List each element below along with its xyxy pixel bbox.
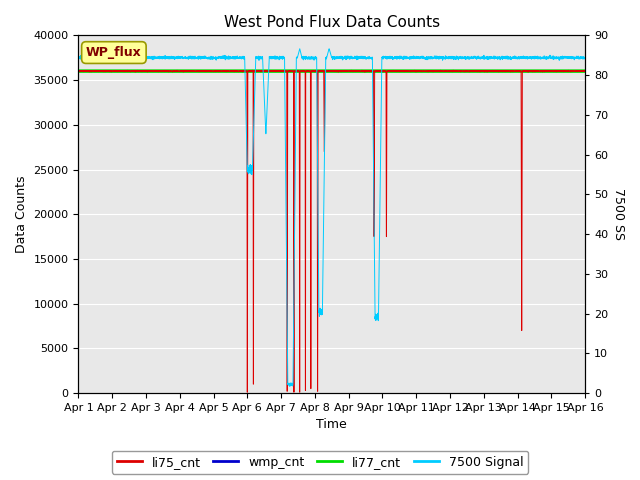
Title: West Pond Flux Data Counts: West Pond Flux Data Counts [224,15,440,30]
li75_cnt [269,68,276,74]
li75_cnt [75,69,83,74]
7500 Signal [75,55,83,61]
li77_cnt [392,68,399,74]
wmp_cnt [392,68,399,74]
Line: wmp_cnt: wmp_cnt [79,71,585,72]
wmp_cnt [269,68,276,74]
Line: 7500 Signal: 7500 Signal [79,49,585,386]
li77_cnt [581,68,589,74]
7500 Signal [555,56,563,61]
li77_cnt [532,68,540,74]
Text: WP_flux: WP_flux [86,46,141,59]
li75_cnt [581,68,589,74]
li75_cnt [555,69,563,74]
7500 Signal [285,383,293,389]
7500 Signal [581,56,589,61]
wmp_cnt [75,68,83,74]
7500 Signal [392,55,399,61]
li75_cnt [135,68,143,74]
7500 Signal [135,55,143,61]
Y-axis label: 7500 SS: 7500 SS [612,188,625,240]
li75_cnt [532,68,540,74]
li77_cnt [75,68,83,74]
7500 Signal [532,54,540,60]
7500 Signal [534,55,542,60]
Line: li75_cnt: li75_cnt [79,70,585,392]
wmp_cnt [134,69,142,74]
wmp_cnt [420,68,428,73]
li75_cnt [392,68,399,73]
li77_cnt [534,68,542,74]
wmp_cnt [534,68,542,74]
li77_cnt [135,68,143,74]
7500 Signal [296,46,303,52]
li75_cnt [534,69,542,74]
wmp_cnt [581,68,589,74]
li75_cnt [449,67,457,73]
X-axis label: Time: Time [316,419,347,432]
wmp_cnt [532,68,540,74]
li77_cnt [554,68,562,74]
Y-axis label: Data Counts: Data Counts [15,176,28,253]
li75_cnt [243,389,251,395]
li77_cnt [269,68,276,74]
wmp_cnt [135,68,143,74]
Legend: li75_cnt, wmp_cnt, li77_cnt, 7500 Signal: li75_cnt, wmp_cnt, li77_cnt, 7500 Signal [112,451,528,474]
7500 Signal [269,54,276,60]
wmp_cnt [555,69,563,74]
